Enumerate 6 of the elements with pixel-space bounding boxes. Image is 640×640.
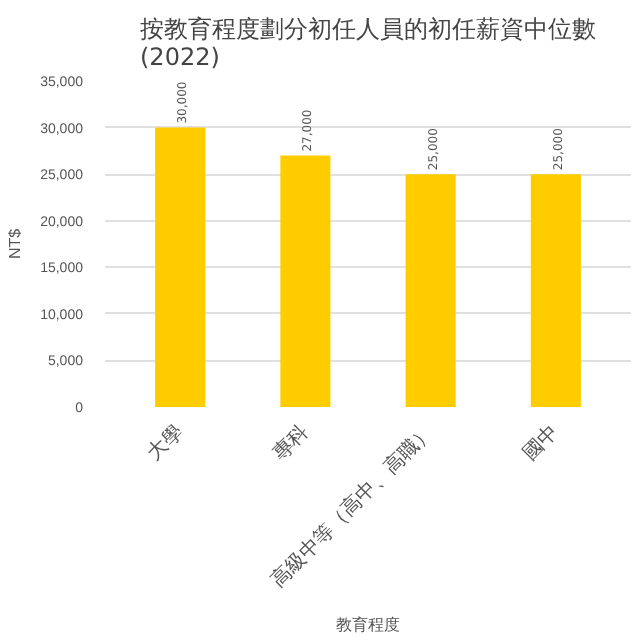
x-tick-label: 大學 [142, 419, 188, 466]
x-tick-label: 專科 [267, 419, 314, 466]
x-axis-title: 教育程度 [336, 616, 400, 635]
chart-title: 按教育程度劃分初任人員的初任薪資中位數 (2022) [140, 15, 596, 71]
y-axis-title: NT$ [6, 227, 25, 260]
x-tick-label: 國中 [518, 419, 564, 466]
